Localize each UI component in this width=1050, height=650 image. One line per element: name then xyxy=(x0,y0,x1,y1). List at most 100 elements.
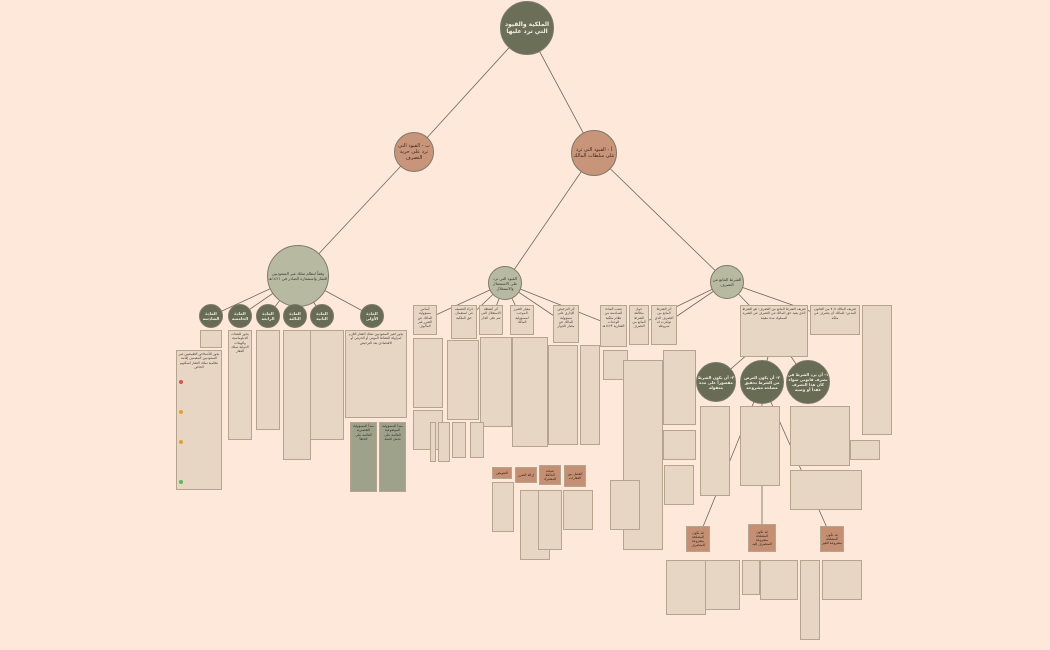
node-label: القيود التي ترد على الاستعمال والاستغلال xyxy=(492,275,518,291)
detail-box[interactable] xyxy=(438,422,450,462)
detail-box[interactable] xyxy=(283,330,311,460)
topic-node-cond[interactable]: الشرط المانع من التصرف xyxy=(710,265,744,299)
detail-box[interactable] xyxy=(664,465,694,505)
topic-node-root[interactable]: الملكية والقيود التي ترد عليها xyxy=(500,1,554,55)
detail-box[interactable] xyxy=(742,560,760,595)
detail-box[interactable] xyxy=(663,430,696,460)
detail-box[interactable] xyxy=(492,482,514,532)
topic-node-use[interactable]: القيود التي ترد على الاستعمال والاستغلال xyxy=(488,266,522,300)
node-label: مبدأ المسؤولية الموضوعية القائمة على تحم… xyxy=(382,424,403,441)
node-label: الشرط المانع من التصرف xyxy=(712,277,742,287)
text-box-x[interactable]: يجوز لغير السعوديين تملك العقار اللازم ل… xyxy=(345,330,407,418)
text-box-o4[interactable]: الفصل بين العقارات xyxy=(564,465,586,487)
node-label: ب - القيود التي ترد على حرية التصرف xyxy=(398,142,430,162)
topic-node-r2[interactable]: ٢- أن يكون الغرض من الشرط تحقيق مصلحة مش… xyxy=(740,360,784,404)
node-label: يجوز للأشخاص الطبيعيين غير السعوديين الم… xyxy=(178,352,220,369)
detail-box[interactable] xyxy=(610,480,640,530)
detail-box[interactable] xyxy=(862,305,892,435)
detail-box[interactable] xyxy=(538,490,562,550)
node-label: قد تكون المصلحة مشروعة للمتصرف إليه xyxy=(752,529,772,547)
node-label: المادة السادسة xyxy=(202,311,220,321)
detail-box[interactable] xyxy=(666,560,706,615)
node-label: قد تكون المصلحة مشروعة للمتصرف xyxy=(691,530,705,548)
detail-box[interactable] xyxy=(700,406,730,496)
node-label: نصت المادة السادسة من نظام ملكية الوحدات… xyxy=(602,307,625,328)
text-box-l1[interactable]: يجوز للأشخاص الطبيعيين غير السعوديين الم… xyxy=(176,350,222,490)
bullet-icon xyxy=(179,480,183,484)
detail-box[interactable] xyxy=(850,440,880,460)
detail-box[interactable] xyxy=(800,560,820,640)
node-label: المادة الأولى xyxy=(365,311,379,321)
detail-box[interactable] xyxy=(200,330,222,348)
node-label: الفصل بين العقارات xyxy=(567,471,583,480)
text-box-t6[interactable]: نصت المادة السادسة من نظام ملكية الوحدات… xyxy=(600,305,627,347)
text-box-g1[interactable]: مبدأ المسؤولية التقصيرية القائمة على الخ… xyxy=(350,422,377,492)
node-label: مبدأ المسؤولية التقصيرية القائمة على الخ… xyxy=(353,424,374,441)
node-label: يجوز للبعثات الدبلوماسية والهيئات الدولي… xyxy=(231,332,249,353)
detail-box[interactable] xyxy=(430,422,436,462)
detail-box[interactable] xyxy=(447,340,479,420)
text-box-t1[interactable]: أساس مسؤولية المالك عن الضرر غير المألوف xyxy=(413,305,437,335)
detail-box[interactable] xyxy=(760,560,798,600)
text-box-t3[interactable]: أثر أنشطة الاستغلال التي تتم على الجار xyxy=(479,305,503,335)
node-label: إزالة الضرر xyxy=(518,472,534,477)
detail-box[interactable] xyxy=(480,337,512,427)
detail-box[interactable] xyxy=(790,406,850,466)
node-label: أثر الشرط المانع من التصرف الذي توافرت ل… xyxy=(654,307,674,328)
topic-node-b[interactable]: ب - القيود التي ترد على حرية التصرف xyxy=(394,132,434,172)
node-label: تعريف الشرط المانع من التصرف: هو الشرط ا… xyxy=(742,307,806,320)
detail-box[interactable] xyxy=(470,422,484,458)
text-box-t5[interactable]: أثر الترخيص الإداري على مسؤولية المالك ع… xyxy=(553,305,579,343)
detail-box[interactable] xyxy=(452,422,466,458)
text-box-o3[interactable]: صيانة الحائط المشترك xyxy=(539,465,561,485)
text-box-t4[interactable]: معيار الضرر الموجب لمسؤولية المالك xyxy=(510,305,534,335)
node-label: المادة الرابعة xyxy=(261,311,275,321)
detail-box[interactable] xyxy=(413,338,443,408)
text-box-l2[interactable]: يجوز للبعثات الدبلوماسية والهيئات الدولي… xyxy=(228,330,252,440)
bullet-icon xyxy=(179,380,183,384)
node-label: ١- أن يرد الشرط في تصرف قانوني سواء كان … xyxy=(787,372,829,392)
text-box-o1[interactable]: التعويض xyxy=(492,467,512,479)
topic-node-art1[interactable]: المادة الأولى xyxy=(360,304,384,328)
node-label: أساس مسؤولية المالك عن الضرر غير المألوف xyxy=(417,307,433,328)
detail-box[interactable] xyxy=(705,560,740,610)
detail-box[interactable] xyxy=(663,350,696,425)
topic-node-art3[interactable]: المادة الثالثة xyxy=(283,304,307,328)
topic-node-art5[interactable]: المادة الخامسة xyxy=(228,304,252,328)
detail-box[interactable] xyxy=(548,345,578,445)
text-box-t7[interactable]: جواز مخالفة الشرط المانع من التصرف xyxy=(629,305,649,345)
text-box-t8[interactable]: أثر الشرط المانع من التصرف الذي توافرت ل… xyxy=(651,305,677,345)
text-box-g2[interactable]: مبدأ المسؤولية الموضوعية القائمة على تحم… xyxy=(379,422,406,492)
text-box-t9[interactable]: تعريف الشرط المانع من التصرف: هو الشرط ا… xyxy=(740,305,808,357)
node-label: المادة الثانية xyxy=(316,311,328,321)
node-label: الملكية والقيود التي ترد عليها xyxy=(504,20,550,36)
bullet-icon xyxy=(179,410,183,414)
node-label: المادة الثالثة xyxy=(289,311,301,321)
detail-box[interactable] xyxy=(790,470,862,510)
connector-root-b xyxy=(413,27,528,153)
text-box-t10[interactable]: تعريف المالك ٧٠٨ من القانون المدني: للما… xyxy=(810,305,860,335)
text-box-t2[interactable]: جزاء التعسف في استعمال حق الملكية xyxy=(451,305,477,339)
topic-node-a[interactable]: أ - القيود التي ترد على سلطات المالك xyxy=(571,130,617,176)
topic-node-art2[interactable]: المادة الثانية xyxy=(310,304,334,328)
detail-box[interactable] xyxy=(310,330,344,440)
node-label: تعريف المالك ٧٠٨ من القانون المدني: للما… xyxy=(813,307,857,320)
node-label: أثر أنشطة الاستغلال التي تتم على الجار xyxy=(481,307,501,320)
detail-box[interactable] xyxy=(580,345,600,445)
text-box-q2[interactable]: قد تكون المصلحة مشروعة للمتصرف إليه xyxy=(748,524,776,552)
topic-node-art6[interactable]: المادة السادسة xyxy=(199,304,223,328)
text-box-q1[interactable]: قد تكون المصلحة مشروعة للمتصرف xyxy=(686,526,710,552)
text-box-o2[interactable]: إزالة الضرر xyxy=(515,467,537,483)
detail-box[interactable] xyxy=(563,490,593,530)
detail-box[interactable] xyxy=(512,337,548,447)
topic-node-r1[interactable]: ١- أن يرد الشرط في تصرف قانوني سواء كان … xyxy=(786,360,830,404)
topic-node-law[interactable]: وفقاً لنظام تملك غير السعوديين العقار وا… xyxy=(267,245,329,307)
node-label: المادة الخامسة xyxy=(231,311,249,321)
bullet-icon xyxy=(179,440,183,444)
topic-node-art4[interactable]: المادة الرابعة xyxy=(256,304,280,328)
text-box-q3[interactable]: قد تكون المصلحة مشروعة للغير xyxy=(820,526,844,552)
detail-box[interactable] xyxy=(256,330,280,430)
topic-node-r3[interactable]: ٣- أن يكون الشرط مقصوراً على مدة معقولة xyxy=(696,362,736,402)
detail-box[interactable] xyxy=(822,560,862,600)
detail-box[interactable] xyxy=(740,406,780,486)
